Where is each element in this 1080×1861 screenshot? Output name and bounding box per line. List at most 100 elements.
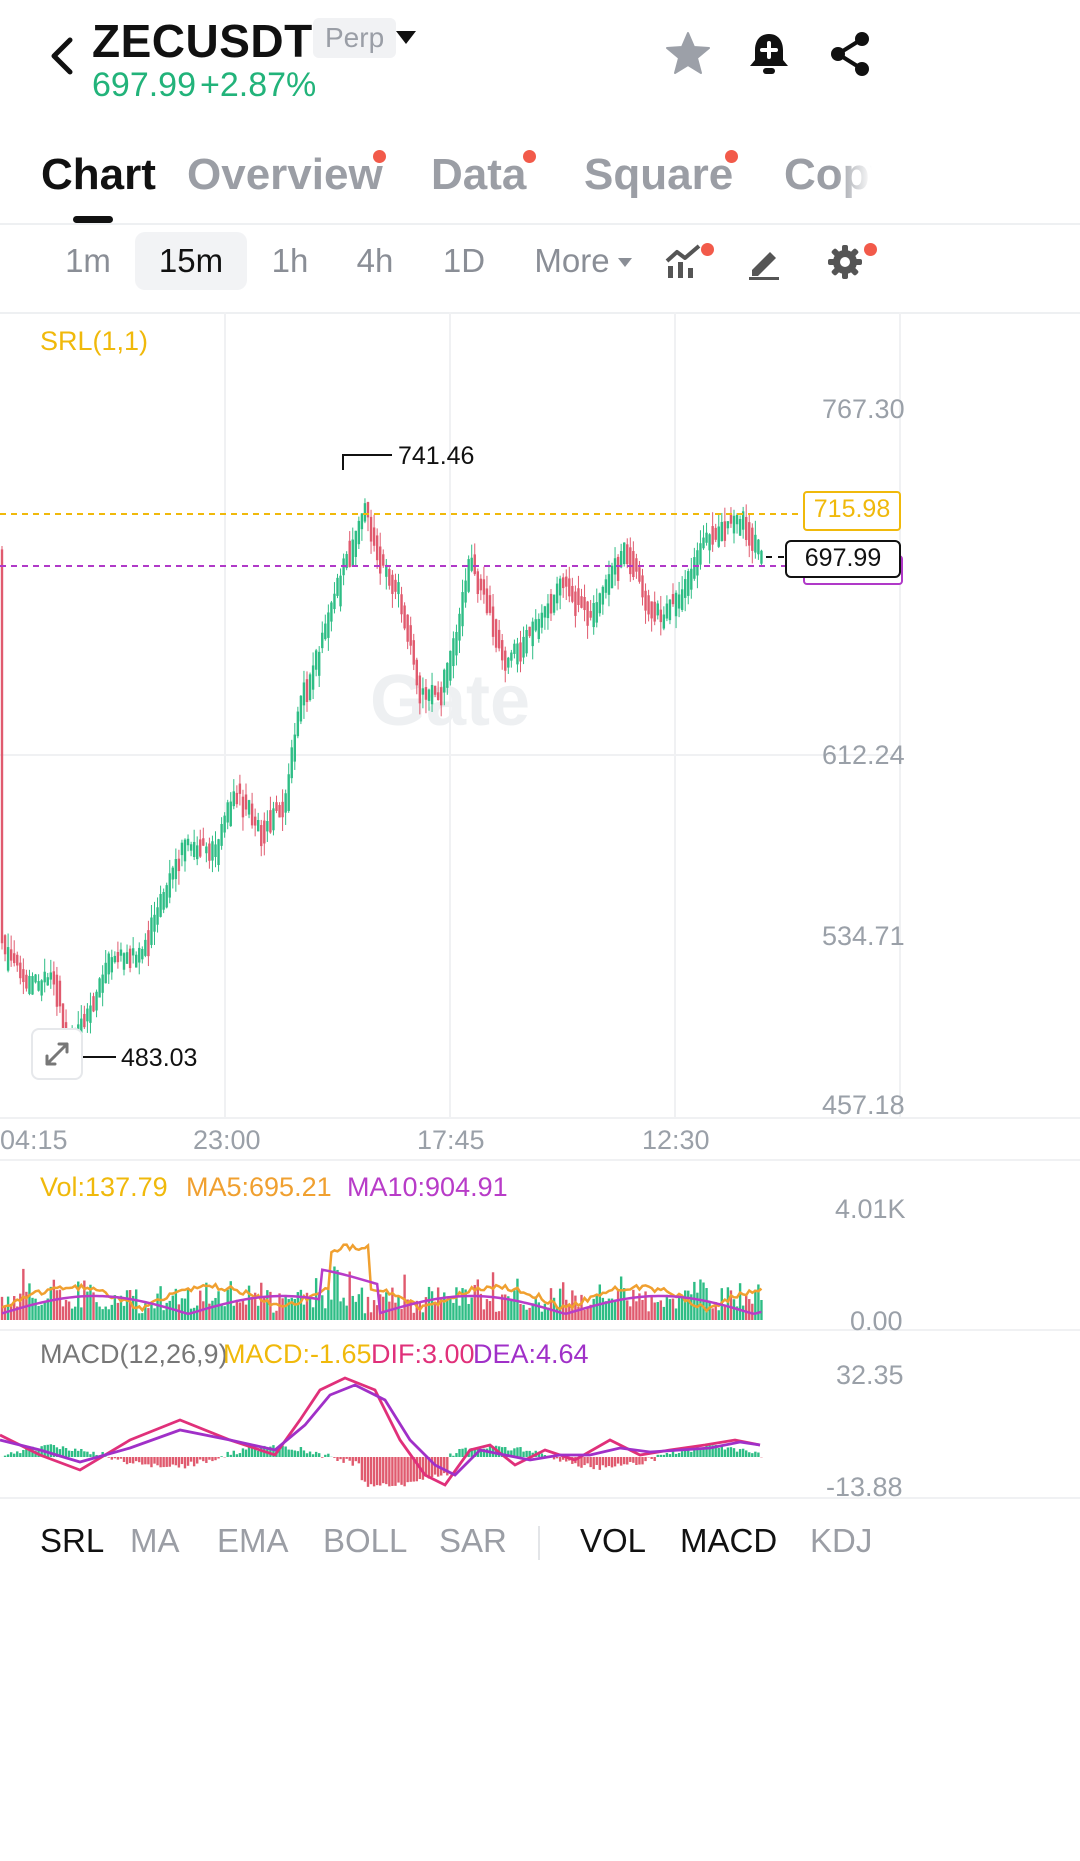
candle-body xyxy=(269,810,272,833)
symbol-title[interactable]: ZECUSDT xyxy=(92,15,313,67)
volume-bar xyxy=(671,1298,675,1320)
candle-body xyxy=(13,953,16,964)
tab-data[interactable]: Data xyxy=(431,150,527,199)
candle-body xyxy=(680,589,684,610)
candle-body xyxy=(647,595,650,615)
macd-bar xyxy=(650,1457,653,1459)
bottom-tab-macd[interactable]: MACD xyxy=(680,1522,778,1559)
volume-bar xyxy=(58,1289,62,1320)
candle-body xyxy=(192,841,196,858)
candle-body xyxy=(61,1003,65,1034)
candle-body xyxy=(650,601,653,619)
candle-body xyxy=(324,623,327,640)
candle-body xyxy=(16,954,19,966)
draw-pencil-icon[interactable] xyxy=(746,244,782,280)
volume-bar xyxy=(677,1296,681,1320)
candle-body xyxy=(583,596,586,611)
timeframe-4h[interactable]: 4h xyxy=(356,242,394,279)
volume-bar xyxy=(266,1290,269,1320)
tab-chart[interactable]: Chart xyxy=(41,150,156,199)
macd-bar xyxy=(623,1457,626,1465)
macd-bar xyxy=(116,1457,120,1460)
candle-body xyxy=(656,603,659,616)
candles-group xyxy=(0,498,763,1062)
expand-button[interactable] xyxy=(31,1028,83,1080)
macd-y-bottom: -13.88 xyxy=(826,1472,903,1502)
macd-bar xyxy=(113,1457,117,1459)
bottom-tab-boll[interactable]: BOLL xyxy=(323,1522,408,1559)
timeframe-15m[interactable]: 15m xyxy=(135,232,247,290)
share-icon[interactable] xyxy=(826,30,874,78)
gear-icon[interactable] xyxy=(827,244,863,280)
timeframe-more[interactable]: More xyxy=(534,242,610,279)
volume-bar xyxy=(644,1291,647,1320)
macd-bar xyxy=(702,1447,705,1457)
timeframe-1m[interactable]: 1m xyxy=(65,242,111,279)
macd-bar xyxy=(525,1450,528,1457)
chevron-down-icon[interactable] xyxy=(393,28,419,48)
volume-bar xyxy=(290,1297,293,1320)
star-icon[interactable] xyxy=(664,30,712,78)
bottom-tab-srl[interactable]: SRL xyxy=(40,1522,105,1559)
tab-square[interactable]: Square xyxy=(584,150,734,199)
tab-overview[interactable]: Overview xyxy=(187,150,383,199)
candle-body xyxy=(22,969,25,983)
candle-body xyxy=(330,602,333,622)
volume-bar xyxy=(421,1312,425,1320)
timeframe-1h[interactable]: 1h xyxy=(271,242,309,279)
bottom-tab-vol[interactable]: VOL xyxy=(580,1522,647,1559)
candle-body xyxy=(153,914,156,932)
volume-bar xyxy=(110,1304,113,1320)
bottom-tab-sar[interactable]: SAR xyxy=(439,1522,507,1559)
high-label: 741.46 xyxy=(398,442,474,470)
volume-bar xyxy=(562,1282,565,1320)
srl-price-value: 715.98 xyxy=(813,495,891,523)
macd-bar xyxy=(684,1447,687,1457)
candle-body xyxy=(372,527,376,546)
volume-bar xyxy=(162,1310,165,1320)
candle-body xyxy=(379,546,382,574)
macd-bar xyxy=(375,1457,379,1486)
candle-body xyxy=(31,976,34,995)
volume-bar xyxy=(37,1305,40,1320)
macd-bar xyxy=(680,1451,684,1457)
macd-bar xyxy=(232,1450,235,1457)
macd-bar xyxy=(13,1453,16,1457)
candle-body xyxy=(479,578,483,591)
bottom-tab-kdj[interactable]: KDJ xyxy=(810,1522,873,1559)
macd-bar xyxy=(522,1451,525,1457)
price-chart[interactable]: Gate 741.46 483.03 xyxy=(0,312,1080,1502)
candle-body xyxy=(49,972,52,980)
volume-bar xyxy=(577,1306,580,1320)
bell-plus-icon[interactable] xyxy=(746,30,792,78)
timeframe-1d[interactable]: 1D xyxy=(442,242,486,279)
volume-bar xyxy=(751,1303,754,1320)
srl-indicator-label[interactable]: SRL(1,1) xyxy=(40,326,149,356)
last-price-tag[interactable] xyxy=(785,540,901,578)
macd-bar xyxy=(324,1454,327,1457)
x-tick-4: 12:30 xyxy=(642,1125,710,1155)
macd-bar xyxy=(540,1453,544,1457)
volume-bar xyxy=(327,1287,330,1320)
back-icon[interactable] xyxy=(44,34,84,78)
candle-body xyxy=(510,652,513,661)
candle-body xyxy=(467,559,470,592)
volume-bar xyxy=(482,1309,486,1320)
macd-bar xyxy=(699,1449,702,1457)
bottom-tab-ema[interactable]: EMA xyxy=(217,1522,289,1559)
candle-body xyxy=(665,603,669,619)
bottom-tab-ma[interactable]: MA xyxy=(130,1522,180,1559)
tab-copy[interactable]: Copy xyxy=(784,150,872,199)
candle-body xyxy=(436,692,440,700)
candle-body xyxy=(552,594,556,613)
volume-bar xyxy=(324,1308,327,1320)
volume-bar xyxy=(70,1308,74,1320)
indicator-icon[interactable] xyxy=(665,244,705,280)
candle-body xyxy=(302,682,306,706)
macd-bar xyxy=(726,1447,730,1457)
volume-bar xyxy=(394,1302,397,1320)
macd-bar xyxy=(55,1447,59,1457)
candle-body xyxy=(638,567,641,582)
candle-body xyxy=(738,518,742,536)
candle-body xyxy=(116,951,120,963)
